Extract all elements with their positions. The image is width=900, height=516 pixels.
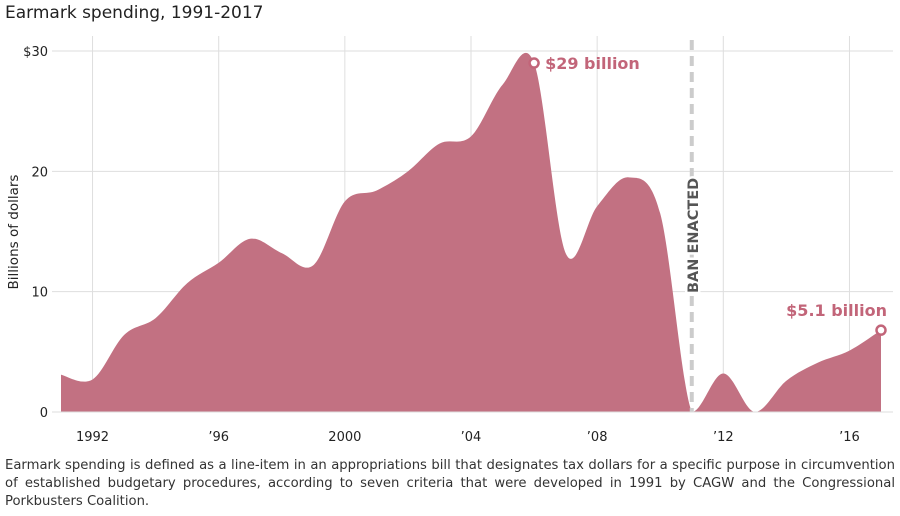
y-tick-label: 0 — [40, 406, 48, 421]
area-chart: BAN ENACTED 0 10 20 $30 1992 ’96 2000 ’04 ’08 ’12… — [6, 36, 893, 445]
x-tick-label: 2000 — [328, 430, 361, 445]
y-axis-label: Billions of dollars — [6, 175, 22, 290]
annotation-marker — [875, 324, 887, 336]
annotation-label: $29 billion — [545, 54, 640, 73]
x-tick-label: ’12 — [713, 430, 734, 445]
axes: 0 10 20 $30 1992 ’96 2000 ’04 ’08 ’12 ’16 — [23, 45, 893, 445]
annotation-marker — [528, 57, 540, 69]
y-tick-label: 10 — [31, 286, 48, 301]
spending-area — [61, 52, 881, 412]
y-tick-label: 20 — [31, 165, 48, 180]
x-tick-label: ’96 — [208, 430, 229, 445]
caption: Earmark spending is defined as a line-it… — [5, 458, 895, 509]
x-tick-label: ’08 — [587, 430, 608, 445]
annotations: $29 billion $5.1 billion — [528, 54, 887, 336]
x-tick-label: 1992 — [76, 430, 109, 445]
chart-title: Earmark spending, 1991-2017 — [5, 3, 264, 23]
ban-enacted-label: BAN ENACTED — [686, 178, 702, 293]
x-tick-label: ’04 — [461, 430, 482, 445]
annotation-label: $5.1 billion — [786, 301, 887, 320]
ban-enacted-line: BAN ENACTED — [683, 40, 704, 412]
y-tick-label: $30 — [23, 45, 48, 60]
x-tick-label: ’16 — [839, 430, 860, 445]
